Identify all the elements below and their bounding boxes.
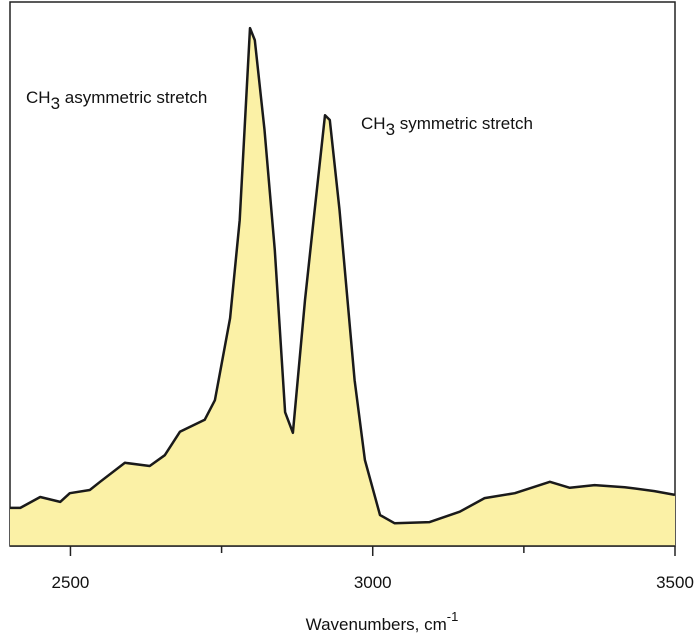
x-tick-label: 3000 [354,573,392,592]
annotation: CH3 asymmetric stretch [26,88,207,113]
annotation-text: asymmetric stretch [60,88,207,107]
area-fill [10,28,675,547]
annotation-subscript: 3 [51,94,60,113]
annotation-text: CH [361,114,386,133]
spectrum-line [10,26,676,525]
x-tick-label: 3500 [656,573,694,592]
x-tick-label: 2500 [52,573,90,592]
annotation: CH3 symmetric stretch [361,114,533,139]
annotation-text: symmetric stretch [395,114,533,133]
annotation-subscript: 3 [386,120,395,139]
x-axis-label-superscript: -1 [447,609,459,624]
x-axis-label-text: Wavenumbers, cm [306,615,447,634]
annotation-text: CH [26,88,51,107]
x-axis-label: Wavenumbers, cm-1 [306,609,459,634]
